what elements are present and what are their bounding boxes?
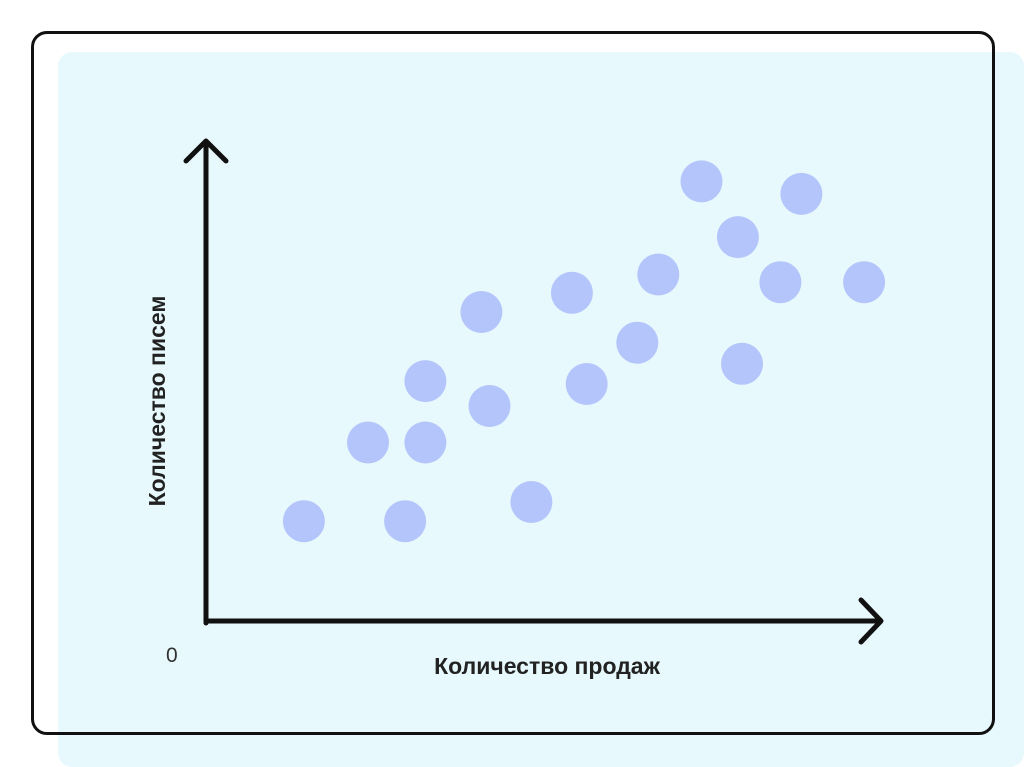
origin-label: 0 xyxy=(166,644,178,667)
data-point-4 xyxy=(404,421,447,464)
data-point-13 xyxy=(680,160,723,203)
x-axis-arrowhead xyxy=(858,597,884,645)
data-point-3 xyxy=(384,500,427,543)
y-axis-title: Количество писем xyxy=(144,296,170,507)
data-point-18 xyxy=(843,261,886,304)
data-point-8 xyxy=(510,481,553,523)
data-point-1 xyxy=(282,500,325,543)
data-point-10 xyxy=(565,363,608,405)
data-point-11 xyxy=(616,321,659,364)
data-point-5 xyxy=(404,360,447,403)
data-point-6 xyxy=(460,291,503,333)
data-point-15 xyxy=(721,342,763,385)
data-point-14 xyxy=(716,216,759,259)
chart-frame xyxy=(31,31,995,735)
data-point-9 xyxy=(550,271,593,314)
data-point-7 xyxy=(468,385,511,427)
data-points xyxy=(282,160,886,543)
axes xyxy=(183,138,884,645)
data-point-16 xyxy=(759,261,802,304)
y-axis-arrowhead xyxy=(183,138,229,164)
data-point-17 xyxy=(780,172,823,215)
x-axis-title: Количество продаж xyxy=(434,653,661,679)
chart-background-panel xyxy=(58,52,1024,767)
data-point-12 xyxy=(637,253,680,296)
data-point-2 xyxy=(347,421,389,464)
